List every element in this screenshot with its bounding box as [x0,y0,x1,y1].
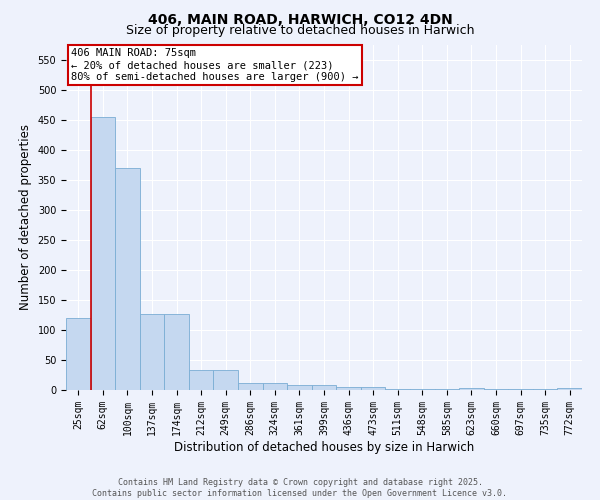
Bar [214,370,238,390]
Text: Contains HM Land Registry data © Crown copyright and database right 2025.
Contai: Contains HM Land Registry data © Crown c… [92,478,508,498]
Bar [263,383,287,390]
Bar [115,168,140,390]
Y-axis label: Number of detached properties: Number of detached properties [19,124,32,310]
Bar [140,314,164,390]
Bar [91,117,115,390]
Text: 406, MAIN ROAD, HARWICH, CO12 4DN: 406, MAIN ROAD, HARWICH, CO12 4DN [148,12,452,26]
X-axis label: Distribution of detached houses by size in Harwich: Distribution of detached houses by size … [174,440,474,454]
Bar [557,388,582,390]
Bar [361,387,385,390]
Bar [459,388,484,390]
Text: 406 MAIN ROAD: 75sqm
← 20% of detached houses are smaller (223)
80% of semi-deta: 406 MAIN ROAD: 75sqm ← 20% of detached h… [71,48,359,82]
Bar [336,387,361,390]
Bar [189,370,214,390]
Bar [238,383,263,390]
Bar [66,318,91,390]
Bar [164,314,189,390]
Bar [312,385,336,390]
Text: Size of property relative to detached houses in Harwich: Size of property relative to detached ho… [126,24,474,37]
Bar [287,385,312,390]
